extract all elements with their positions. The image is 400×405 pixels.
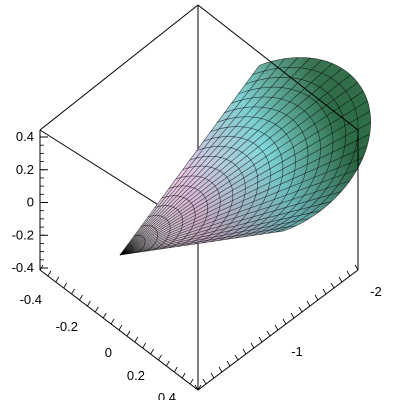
mesh-ring — [196, 146, 259, 243]
y-tick-label: 0.4 — [158, 390, 176, 400]
x-tick — [258, 336, 263, 343]
y-tick — [150, 348, 154, 355]
x-tick — [202, 378, 207, 385]
y-tick — [63, 282, 68, 289]
z-tick-label: 0.2 — [16, 162, 34, 177]
mesh-ring — [224, 106, 309, 238]
x-tick — [322, 288, 327, 295]
x-tick — [194, 384, 199, 391]
y-tick-label: -0.2 — [56, 319, 78, 334]
x-tick — [338, 276, 343, 283]
mesh-ring — [217, 116, 296, 239]
y-tick — [118, 324, 123, 331]
y-tick — [142, 342, 147, 349]
y-tick — [197, 384, 202, 391]
mesh-ring — [203, 136, 271, 241]
y-tick — [39, 264, 44, 271]
x-tick — [274, 324, 279, 331]
x-tick — [226, 360, 231, 367]
x-tick — [290, 312, 295, 319]
x-tick — [298, 306, 303, 313]
x-tick — [210, 372, 215, 379]
mesh-ring — [238, 86, 334, 235]
x-tick — [314, 294, 319, 301]
mesh-ring — [147, 215, 171, 251]
y-tick — [173, 366, 178, 373]
y-tick — [134, 336, 139, 343]
mesh-ring — [133, 235, 146, 253]
y-tick-label: 0.2 — [127, 368, 145, 383]
z-tick-label: -0.2 — [12, 227, 34, 242]
y-tick — [94, 306, 99, 313]
x-tick — [346, 270, 351, 277]
y-tick — [47, 270, 52, 277]
mesh-ring — [182, 165, 234, 245]
y-tick — [102, 312, 107, 319]
mesh-ring — [252, 67, 359, 233]
mesh-ring — [259, 57, 372, 232]
x-tick — [354, 264, 359, 271]
x-tick — [218, 366, 223, 373]
x-tick — [266, 330, 271, 337]
x-tick-label: -2 — [370, 284, 382, 299]
x-tick-label: -1 — [291, 344, 303, 359]
x-tick — [282, 318, 287, 325]
y-tick — [158, 354, 162, 361]
x-tick — [234, 354, 239, 361]
mesh-ring — [140, 225, 158, 252]
mesh-ring — [189, 156, 246, 244]
z-tick-label: 0 — [27, 195, 34, 210]
mesh-ring — [175, 175, 221, 246]
cone-surface — [119, 57, 372, 256]
y-tick — [181, 372, 186, 379]
mesh-ring — [126, 244, 133, 255]
y-tick — [110, 318, 115, 325]
x-tick — [306, 300, 311, 307]
x-tick — [242, 348, 247, 355]
box-edge — [39, 4, 199, 131]
mesh-ring — [168, 185, 208, 247]
y-tick — [189, 378, 194, 385]
mesh-ring — [231, 96, 321, 237]
y-tick-label: 0 — [105, 345, 112, 360]
mesh-ring — [161, 195, 196, 249]
box-edge — [197, 4, 359, 131]
z-tick-label: 0.4 — [16, 129, 34, 144]
y-tick — [79, 294, 83, 301]
mesh-ring — [154, 205, 183, 250]
x-tick — [330, 282, 335, 289]
cone-shading — [120, 57, 371, 255]
axis-ticks: 0.4 0.2 0 -0.2 -0.4 -0.4 -0.2 0 0.2 0.4 -2 -1 — [12, 129, 382, 405]
mesh-ring — [210, 126, 284, 240]
z-tick-label: -0.4 — [12, 260, 34, 275]
y-tick — [87, 300, 91, 307]
y-tick — [166, 360, 170, 367]
y-tick — [55, 276, 60, 283]
y-tick — [71, 288, 75, 295]
x-tick — [250, 342, 255, 349]
y-tick — [126, 330, 131, 337]
y-tick-label: -0.4 — [20, 292, 42, 307]
